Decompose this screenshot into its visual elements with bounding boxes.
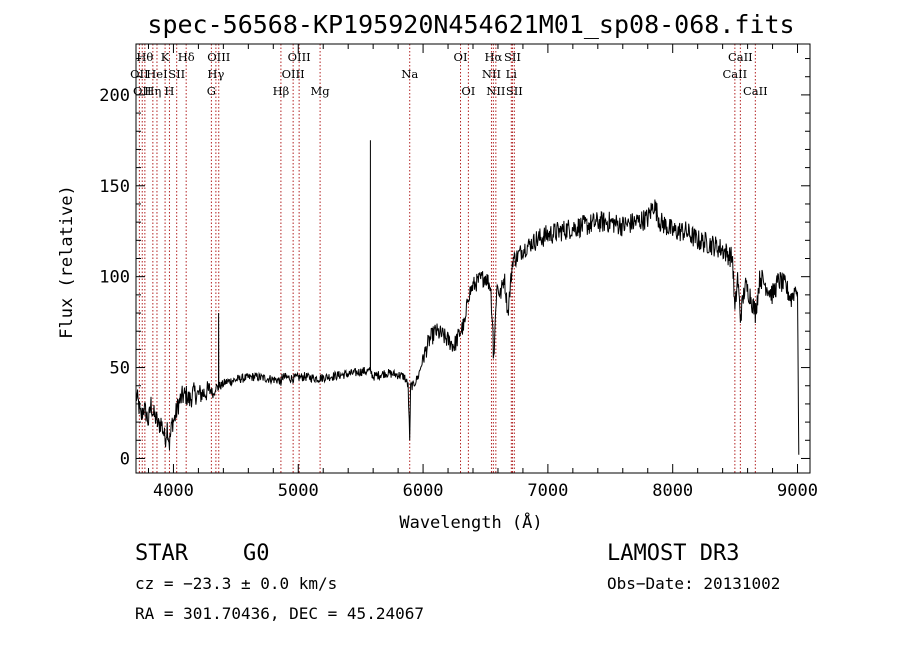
line-marker-label-16: Na — [401, 67, 418, 81]
object-class: STAR — [135, 541, 189, 566]
line-marker-label-9: G — [207, 84, 216, 98]
redshift-velocity: cz = −23.3 ± 0.0 km/s — [135, 574, 337, 593]
survey-name: LAMOST DR3 — [607, 541, 739, 566]
chart-title: spec-56568-KP195920N454621M01_sp08-068.f… — [147, 10, 794, 39]
x-tick-label-3: 7000 — [527, 481, 568, 501]
line-marker-label-5: K — [161, 50, 170, 64]
plot-frame — [135, 43, 811, 474]
x-axis-ticks: 4000 5000 6000 7000 8000 9000 — [147, 44, 818, 501]
line-markers — [138, 44, 756, 473]
line-marker-label-3: Hη — [144, 84, 161, 98]
x-tick-label-0: 4000 — [153, 481, 194, 501]
line-marker-label-14: OIII — [288, 50, 311, 64]
line-marker-label-4: HeI — [146, 67, 167, 81]
spectrum-line — [135, 140, 800, 455]
line-marker-label-8: Hδ — [178, 50, 195, 64]
line-marker-label-20: Hα — [484, 50, 502, 64]
y-tick-label-1: 50 — [110, 359, 130, 379]
line-marker-label-21: NII — [486, 84, 505, 98]
x-tick-label-2: 6000 — [403, 481, 444, 501]
x-axis-label: Wavelength (Å) — [399, 511, 542, 533]
line-marker-label-6: H — [164, 84, 174, 98]
line-marker-labels: OIIOIIHθHηHeIKHSIIHδGHγOIIIHβOIIIOIIIMgN… — [130, 50, 768, 98]
object-subclass: G0 — [243, 541, 270, 566]
observation-date: Obs−Date: 20131002 — [607, 574, 780, 593]
line-marker-label-2: Hθ — [136, 50, 153, 64]
y-tick-label-0: 0 — [120, 449, 130, 469]
line-marker-label-27: CaII — [743, 84, 768, 98]
x-tick-label-5: 9000 — [777, 481, 818, 501]
line-marker-label-13: OIII — [282, 67, 305, 81]
line-marker-label-24: SII — [506, 84, 523, 98]
line-marker-label-26: CaII — [728, 50, 753, 64]
line-marker-label-23: SII — [504, 50, 521, 64]
line-marker-label-12: Hβ — [273, 84, 290, 98]
line-marker-label-15: Mg — [311, 84, 331, 98]
y-tick-label-2: 100 — [99, 268, 130, 288]
y-tick-label-4: 200 — [99, 86, 130, 106]
coordinates: RA = 301.70436, DEC = 45.24067 — [135, 604, 424, 623]
line-marker-label-7: SII — [168, 67, 185, 81]
line-marker-label-19: NII — [482, 67, 501, 81]
line-marker-label-10: Hγ — [207, 67, 224, 81]
x-tick-label-4: 8000 — [652, 481, 693, 501]
line-marker-label-25: CaII — [722, 67, 747, 81]
line-marker-label-0: OII — [130, 67, 149, 81]
line-marker-label-22: Li — [506, 67, 518, 81]
line-marker-label-17: OI — [454, 50, 468, 64]
y-tick-label-3: 150 — [99, 177, 130, 197]
x-tick-label-1: 5000 — [278, 481, 319, 501]
y-axis-ticks: 0 50 100 150 200 — [99, 58, 810, 469]
line-marker-label-11: OIII — [207, 50, 230, 64]
line-marker-label-18: OI — [461, 84, 475, 98]
y-axis-label: Flux (relative) — [57, 185, 77, 339]
